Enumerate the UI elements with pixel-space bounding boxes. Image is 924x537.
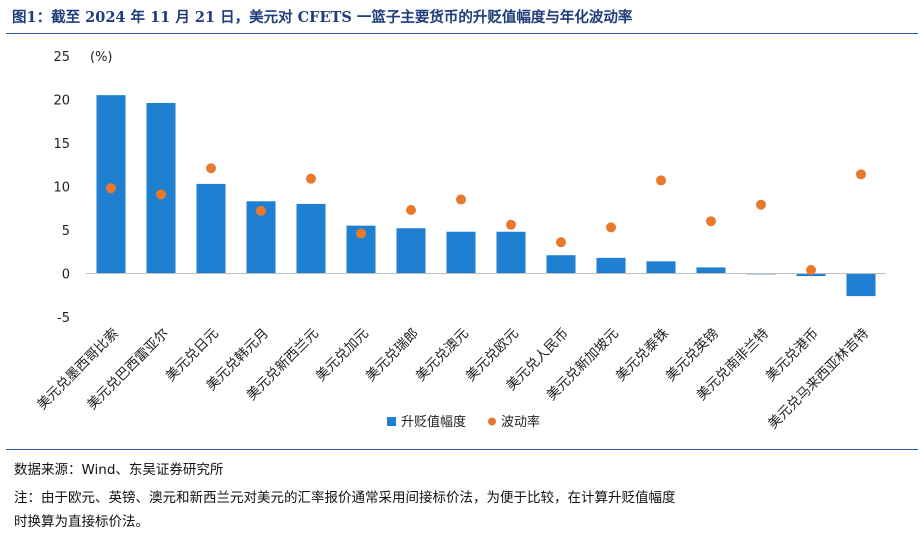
source-note: 数据来源：Wind、东吴证券研究所 [14, 462, 224, 478]
bar [846, 273, 876, 297]
legend-swatch-bar [387, 417, 396, 426]
bottom-rule [6, 449, 918, 450]
scatter-point [506, 219, 516, 230]
legend-label-bar: 升贬值幅度 [401, 414, 466, 430]
chart-title: 图1：截至 2024 年 11 月 21 日，美元对 CFETS 一篮子主要货币… [12, 9, 633, 26]
scatter-series [106, 163, 866, 276]
scatter-point [456, 194, 466, 205]
scatter-point [306, 173, 316, 184]
y-tick-label: 10 [53, 181, 70, 196]
x-tick-label: 美元兑加元 [313, 326, 372, 385]
bar [196, 183, 226, 274]
y-tick-label: 0 [62, 268, 70, 283]
scatter-point [806, 265, 816, 276]
scatter-point [406, 204, 416, 215]
y-tick-label: 15 [53, 137, 70, 152]
bar [446, 231, 476, 274]
scatter-point [556, 237, 566, 248]
y-tick-label: 5 [62, 224, 70, 239]
scatter-point [206, 163, 216, 174]
footnote-line-1: 注：由于欧元、英镑、澳元和新西兰元对美元的汇率报价通常采用间接标价法，为便于比较… [14, 490, 676, 506]
scatter-point [156, 189, 166, 200]
legend: 升贬值幅度 波动率 [387, 414, 540, 430]
top-rule [6, 33, 918, 34]
y-tick-label: -5 [57, 311, 70, 326]
bar [496, 231, 526, 274]
scatter-point [756, 199, 766, 210]
scatter-point [856, 169, 866, 180]
x-tick-label: 美元兑泰铢 [613, 325, 672, 384]
scatter-point [606, 222, 616, 233]
bar [546, 255, 576, 274]
bar [396, 228, 426, 274]
x-tick-label: 美元兑瑞郎 [363, 326, 422, 385]
footnote-line-2: 时换算为直接标价法。 [14, 514, 149, 530]
scatter-point [656, 175, 666, 186]
legend-swatch-dot [488, 417, 496, 426]
scatter-point [106, 183, 116, 194]
x-tick-label: 美元兑墨西哥比索 [34, 326, 122, 414]
scatter-point [256, 205, 266, 216]
bar [696, 267, 726, 274]
bar [296, 203, 326, 274]
legend-label-dot: 波动率 [501, 414, 540, 430]
bar-series [96, 95, 876, 297]
bar [596, 257, 626, 274]
y-tick-label: 25 [53, 50, 70, 65]
scatter-point [706, 216, 716, 227]
y-tick-label: 20 [53, 94, 70, 109]
bar [146, 102, 176, 274]
y-axis: -5 0 5 10 15 20 25 [53, 50, 70, 326]
y-unit-label: (%) [90, 50, 113, 65]
x-tick-label: 美元兑马来西亚林吉特 [765, 326, 872, 433]
x-tick-label: 美元兑澳元 [413, 326, 472, 385]
bar [646, 261, 676, 274]
scatter-point [356, 228, 366, 239]
